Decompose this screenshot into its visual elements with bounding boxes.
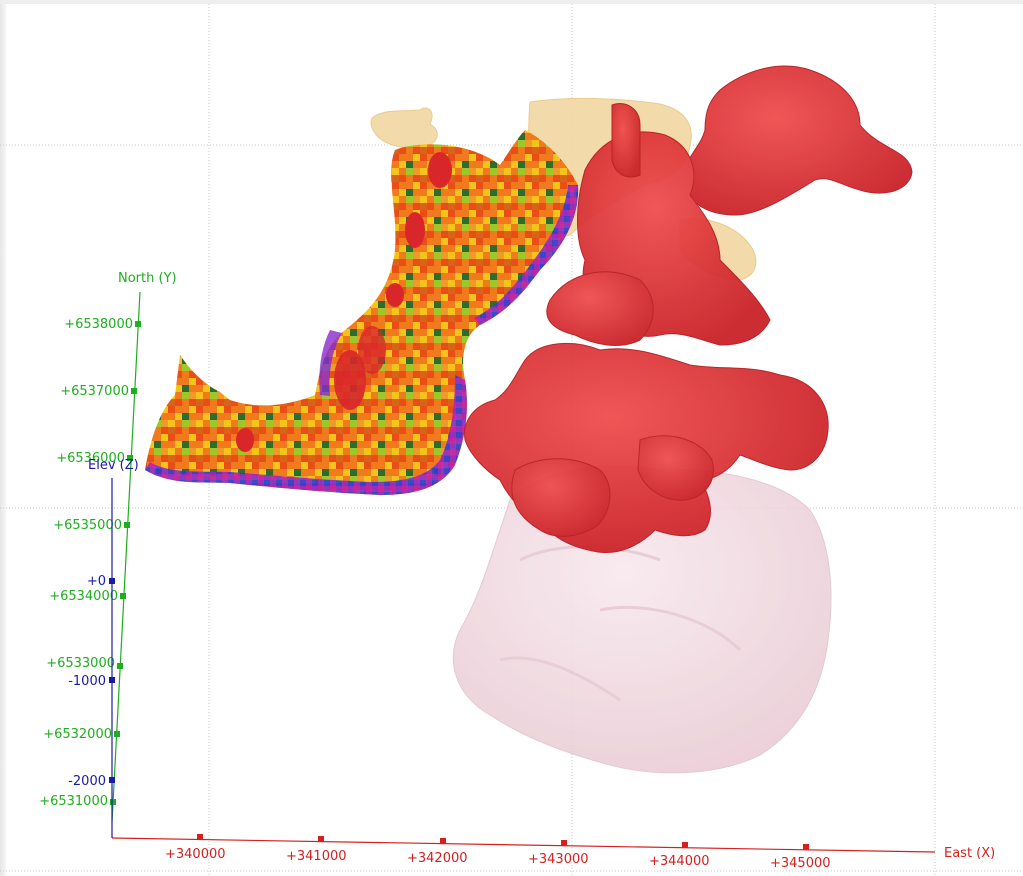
east-tick-label: +341000: [286, 849, 347, 864]
east-tick-label: +345000: [770, 856, 831, 871]
elev-tick-marker: [109, 677, 115, 683]
north-tick-label: +6532000: [43, 727, 112, 742]
north-axis: +6538000 +6537000 +6536000 +6535000 +653…: [39, 271, 177, 823]
north-tick-marker: [127, 455, 133, 461]
north-tick-marker: [120, 593, 126, 599]
red-orebody[interactable]: [464, 65, 913, 554]
east-tick-label: +340000: [165, 847, 226, 862]
north-tick-marker: [135, 321, 141, 327]
elev-axis-label: Elev (Z): [88, 458, 139, 473]
viewport-left-edge: [0, 0, 6, 876]
east-axis-label: East (X): [944, 846, 995, 861]
elev-tick-marker: [109, 777, 115, 783]
north-tick-label: +6537000: [60, 384, 129, 399]
east-tick-marker: [197, 834, 203, 840]
north-tick-label: +6531000: [39, 794, 108, 809]
east-tick-marker: [318, 836, 324, 842]
north-tick-label: +6533000: [46, 656, 115, 671]
elev-tick-marker: [109, 578, 115, 584]
north-tick-label: +6536000: [56, 451, 125, 466]
elev-tick-label: -2000: [68, 774, 106, 789]
north-tick-label: +6535000: [53, 518, 122, 533]
east-tick-label: +344000: [649, 854, 710, 869]
block-model-surface[interactable]: [145, 130, 579, 495]
north-tick-marker: [117, 663, 123, 669]
north-axis-label: North (Y): [118, 271, 177, 286]
north-tick-marker: [124, 522, 130, 528]
east-tick-label: +343000: [528, 852, 589, 867]
north-tick-label: +6538000: [64, 317, 133, 332]
east-tick-label: +342000: [407, 851, 468, 866]
elev-axis: +0 -1000 -2000 Elev (Z): [68, 458, 139, 838]
viewport-top-edge: [0, 0, 1023, 4]
north-tick-marker: [110, 799, 116, 805]
east-tick-marker: [803, 844, 809, 850]
east-tick-marker: [561, 840, 567, 846]
north-tick-label: +6534000: [49, 589, 118, 604]
east-tick-marker: [440, 838, 446, 844]
north-tick-marker: [131, 388, 137, 394]
elev-tick-label: -1000: [68, 674, 106, 689]
east-axis: +340000 +341000 +342000 +343000 +344000 …: [111, 834, 995, 871]
north-tick-marker: [114, 731, 120, 737]
east-tick-marker: [682, 842, 688, 848]
elev-tick-label: +0: [87, 574, 106, 589]
